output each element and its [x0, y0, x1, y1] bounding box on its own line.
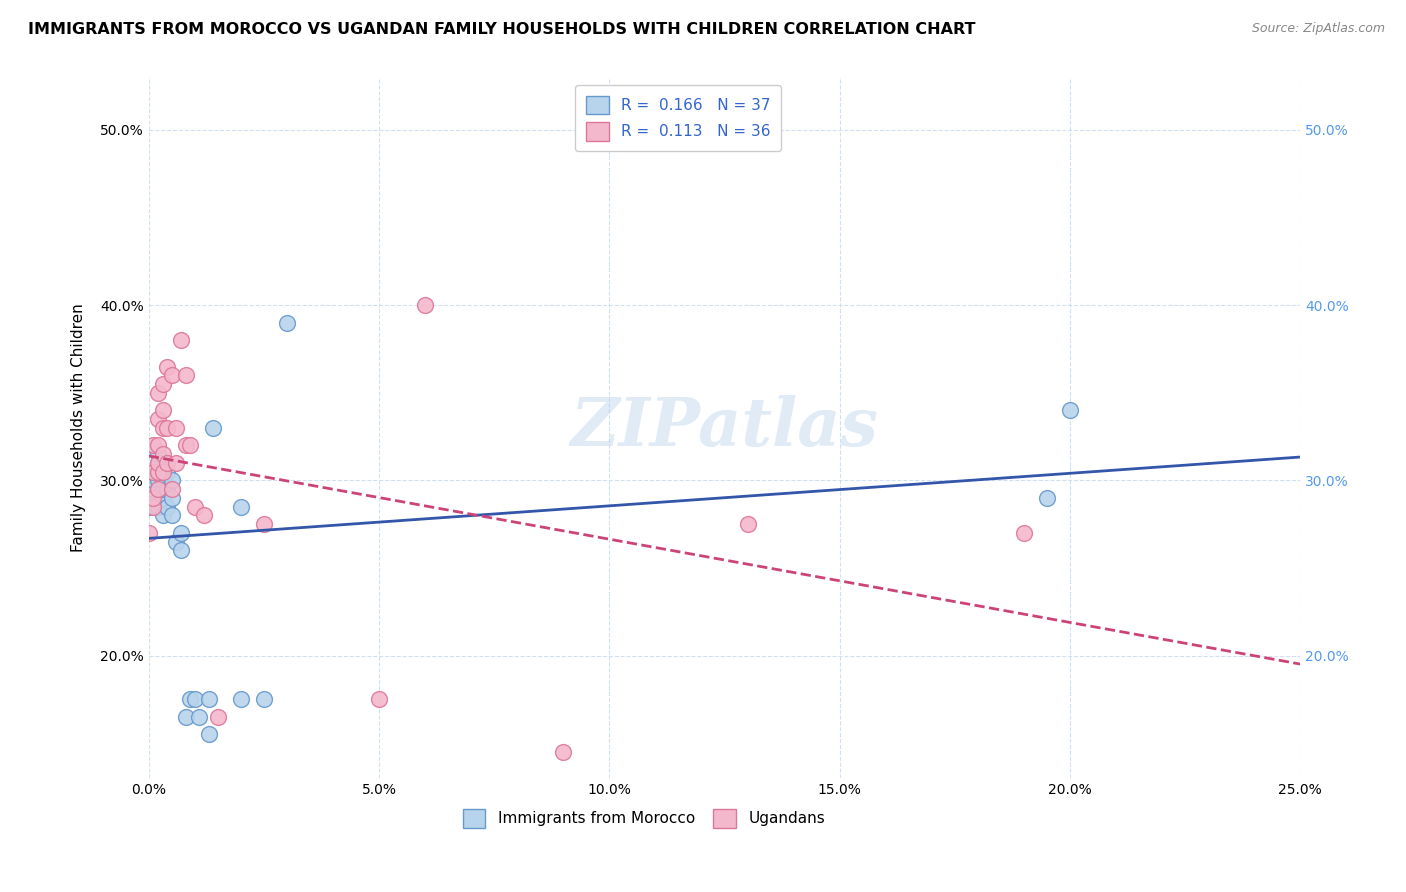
Text: IMMIGRANTS FROM MOROCCO VS UGANDAN FAMILY HOUSEHOLDS WITH CHILDREN CORRELATION C: IMMIGRANTS FROM MOROCCO VS UGANDAN FAMIL…: [28, 22, 976, 37]
Point: [152, 482, 174, 496]
Point: [160, 368, 183, 383]
Point: [184, 692, 207, 706]
Point: [197, 727, 219, 741]
Point: [197, 692, 219, 706]
Point: [152, 377, 174, 392]
Point: [152, 491, 174, 505]
Point: [146, 482, 169, 496]
Point: [184, 500, 207, 514]
Point: [146, 500, 169, 514]
Point: [413, 298, 436, 312]
Point: [188, 710, 211, 724]
Point: [174, 438, 197, 452]
Point: [160, 491, 183, 505]
Point: [146, 447, 169, 461]
Point: [152, 465, 174, 479]
Point: [193, 508, 215, 523]
Point: [165, 421, 187, 435]
Point: [146, 456, 169, 470]
Point: [152, 403, 174, 417]
Y-axis label: Family Households with Children: Family Households with Children: [72, 303, 86, 552]
Point: [170, 333, 193, 347]
Point: [142, 491, 165, 505]
Point: [142, 500, 165, 514]
Point: [142, 438, 165, 452]
Point: [146, 465, 169, 479]
Point: [737, 517, 759, 532]
Point: [160, 482, 183, 496]
Point: [1012, 525, 1035, 540]
Point: [368, 692, 391, 706]
Point: [156, 456, 179, 470]
Point: [276, 316, 298, 330]
Point: [253, 692, 276, 706]
Point: [160, 474, 183, 488]
Point: [146, 474, 169, 488]
Point: [142, 474, 165, 488]
Point: [152, 465, 174, 479]
Point: [207, 710, 229, 724]
Point: [165, 534, 187, 549]
Point: [1059, 403, 1081, 417]
Point: [152, 421, 174, 435]
Point: [229, 692, 252, 706]
Point: [229, 500, 252, 514]
Point: [1036, 491, 1059, 505]
Point: [142, 465, 165, 479]
Point: [160, 508, 183, 523]
Point: [174, 710, 197, 724]
Point: [146, 412, 169, 426]
Point: [146, 438, 169, 452]
Point: [165, 456, 187, 470]
Point: [146, 456, 169, 470]
Point: [152, 508, 174, 523]
Point: [146, 482, 169, 496]
Point: [156, 421, 179, 435]
Point: [146, 465, 169, 479]
Legend: Immigrants from Morocco, Ugandans: Immigrants from Morocco, Ugandans: [457, 803, 831, 834]
Text: ZIPatlas: ZIPatlas: [571, 395, 879, 460]
Point: [156, 465, 179, 479]
Point: [170, 525, 193, 540]
Text: Source: ZipAtlas.com: Source: ZipAtlas.com: [1251, 22, 1385, 36]
Point: [142, 491, 165, 505]
Point: [138, 525, 160, 540]
Point: [156, 500, 179, 514]
Point: [142, 482, 165, 496]
Point: [253, 517, 276, 532]
Point: [553, 745, 575, 759]
Point: [138, 500, 160, 514]
Point: [156, 359, 179, 374]
Point: [202, 421, 225, 435]
Point: [156, 482, 179, 496]
Point: [179, 692, 201, 706]
Point: [174, 368, 197, 383]
Point: [146, 385, 169, 400]
Point: [179, 438, 201, 452]
Point: [152, 447, 174, 461]
Point: [170, 543, 193, 558]
Point: [152, 474, 174, 488]
